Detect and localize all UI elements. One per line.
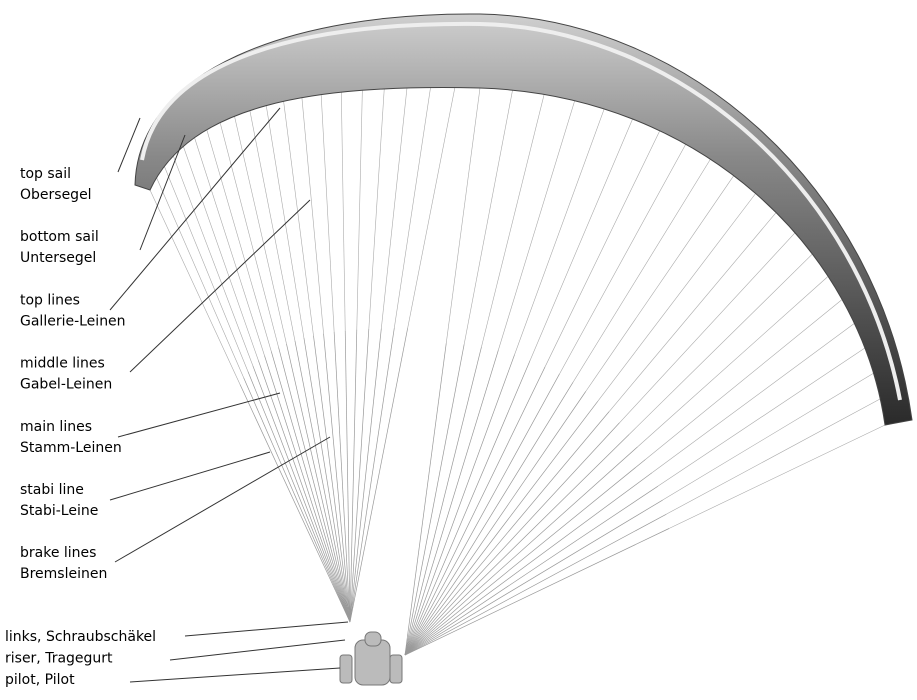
- line: [304, 338, 350, 622]
- line: [369, 89, 384, 329]
- label-de: Untersegel: [20, 250, 96, 266]
- line: [350, 328, 394, 622]
- line: [357, 90, 363, 329]
- line: [302, 98, 324, 334]
- line: [341, 92, 345, 330]
- line: [405, 391, 586, 655]
- line: [279, 347, 350, 622]
- line: [240, 384, 350, 622]
- label-bottom: riser, Tragegurt: [5, 651, 113, 667]
- leader: [185, 622, 348, 636]
- line: [405, 374, 559, 655]
- line: [405, 473, 652, 655]
- label-en: top lines: [20, 292, 80, 308]
- line: [405, 355, 515, 655]
- pilot: [340, 632, 402, 685]
- label-bottom: links, Schraubschäkel: [5, 629, 156, 645]
- line: [446, 88, 480, 343]
- line: [405, 360, 530, 655]
- leader: [170, 640, 345, 660]
- line: [284, 101, 314, 335]
- line: [405, 347, 482, 655]
- label-de: Gabel-Leinen: [20, 377, 112, 393]
- labels: top sail Obersegel bottom sail Untersegel to…: [5, 166, 156, 688]
- line: [405, 344, 464, 655]
- line: [652, 323, 854, 472]
- line: [530, 119, 632, 360]
- label-en: middle lines: [20, 356, 105, 372]
- label-en: main lines: [20, 419, 92, 435]
- line: [405, 343, 446, 655]
- line: [195, 138, 265, 356]
- label-en: brake lines: [20, 545, 96, 561]
- label-de: Stamm-Leinen: [20, 440, 122, 456]
- line: [295, 341, 350, 622]
- leader: [110, 452, 270, 500]
- label-en: top sail: [20, 166, 71, 182]
- line: [350, 329, 369, 622]
- line: [405, 382, 573, 655]
- line: [253, 366, 350, 622]
- line: [164, 166, 248, 371]
- line: [658, 348, 865, 486]
- line: [150, 190, 240, 384]
- line: [286, 344, 350, 622]
- label-de: Bremsleinen: [20, 566, 107, 582]
- line: [350, 330, 357, 622]
- line: [559, 144, 685, 374]
- line: [405, 486, 658, 655]
- line: [405, 423, 620, 655]
- line: [220, 123, 278, 348]
- line: [264, 356, 350, 622]
- leader: [118, 393, 280, 437]
- line: [598, 194, 756, 402]
- line: [609, 213, 776, 412]
- line: [313, 336, 350, 622]
- leader: [115, 437, 330, 562]
- line: [350, 328, 408, 622]
- line: [405, 367, 545, 655]
- line: [405, 401, 598, 655]
- line: [350, 328, 381, 622]
- line: [244, 378, 350, 622]
- line: [394, 88, 430, 328]
- line: [258, 360, 350, 622]
- line: [586, 176, 734, 392]
- line: [515, 109, 605, 355]
- line: [482, 94, 545, 346]
- line: [498, 101, 574, 350]
- label-en: stabi line: [20, 482, 84, 498]
- line: [620, 233, 796, 423]
- canopy: [135, 14, 912, 425]
- line: [271, 351, 350, 622]
- line: [573, 159, 710, 382]
- line: [638, 276, 828, 446]
- line: [464, 90, 512, 344]
- leader: [130, 668, 340, 682]
- line: [321, 95, 334, 332]
- line: [405, 447, 638, 655]
- line: [405, 514, 666, 655]
- line: [408, 88, 455, 328]
- label-en: bottom sail: [20, 229, 99, 245]
- line: [545, 131, 660, 367]
- label-de: Stabi-Leine: [20, 503, 98, 519]
- label-bottom: pilot, Pilot: [5, 672, 75, 688]
- paraglider-diagram: top sail Obersegel bottom sail Untersegel to…: [0, 0, 917, 700]
- label-de: Obersegel: [20, 187, 92, 203]
- line: [629, 254, 812, 434]
- label-de: Gallerie-Leinen: [20, 313, 126, 329]
- line: [157, 178, 244, 378]
- leader: [130, 200, 310, 372]
- line: [405, 412, 609, 655]
- leader: [118, 118, 140, 172]
- line: [381, 88, 407, 328]
- line: [405, 500, 663, 655]
- line: [248, 371, 350, 622]
- leader-lines: [110, 108, 348, 682]
